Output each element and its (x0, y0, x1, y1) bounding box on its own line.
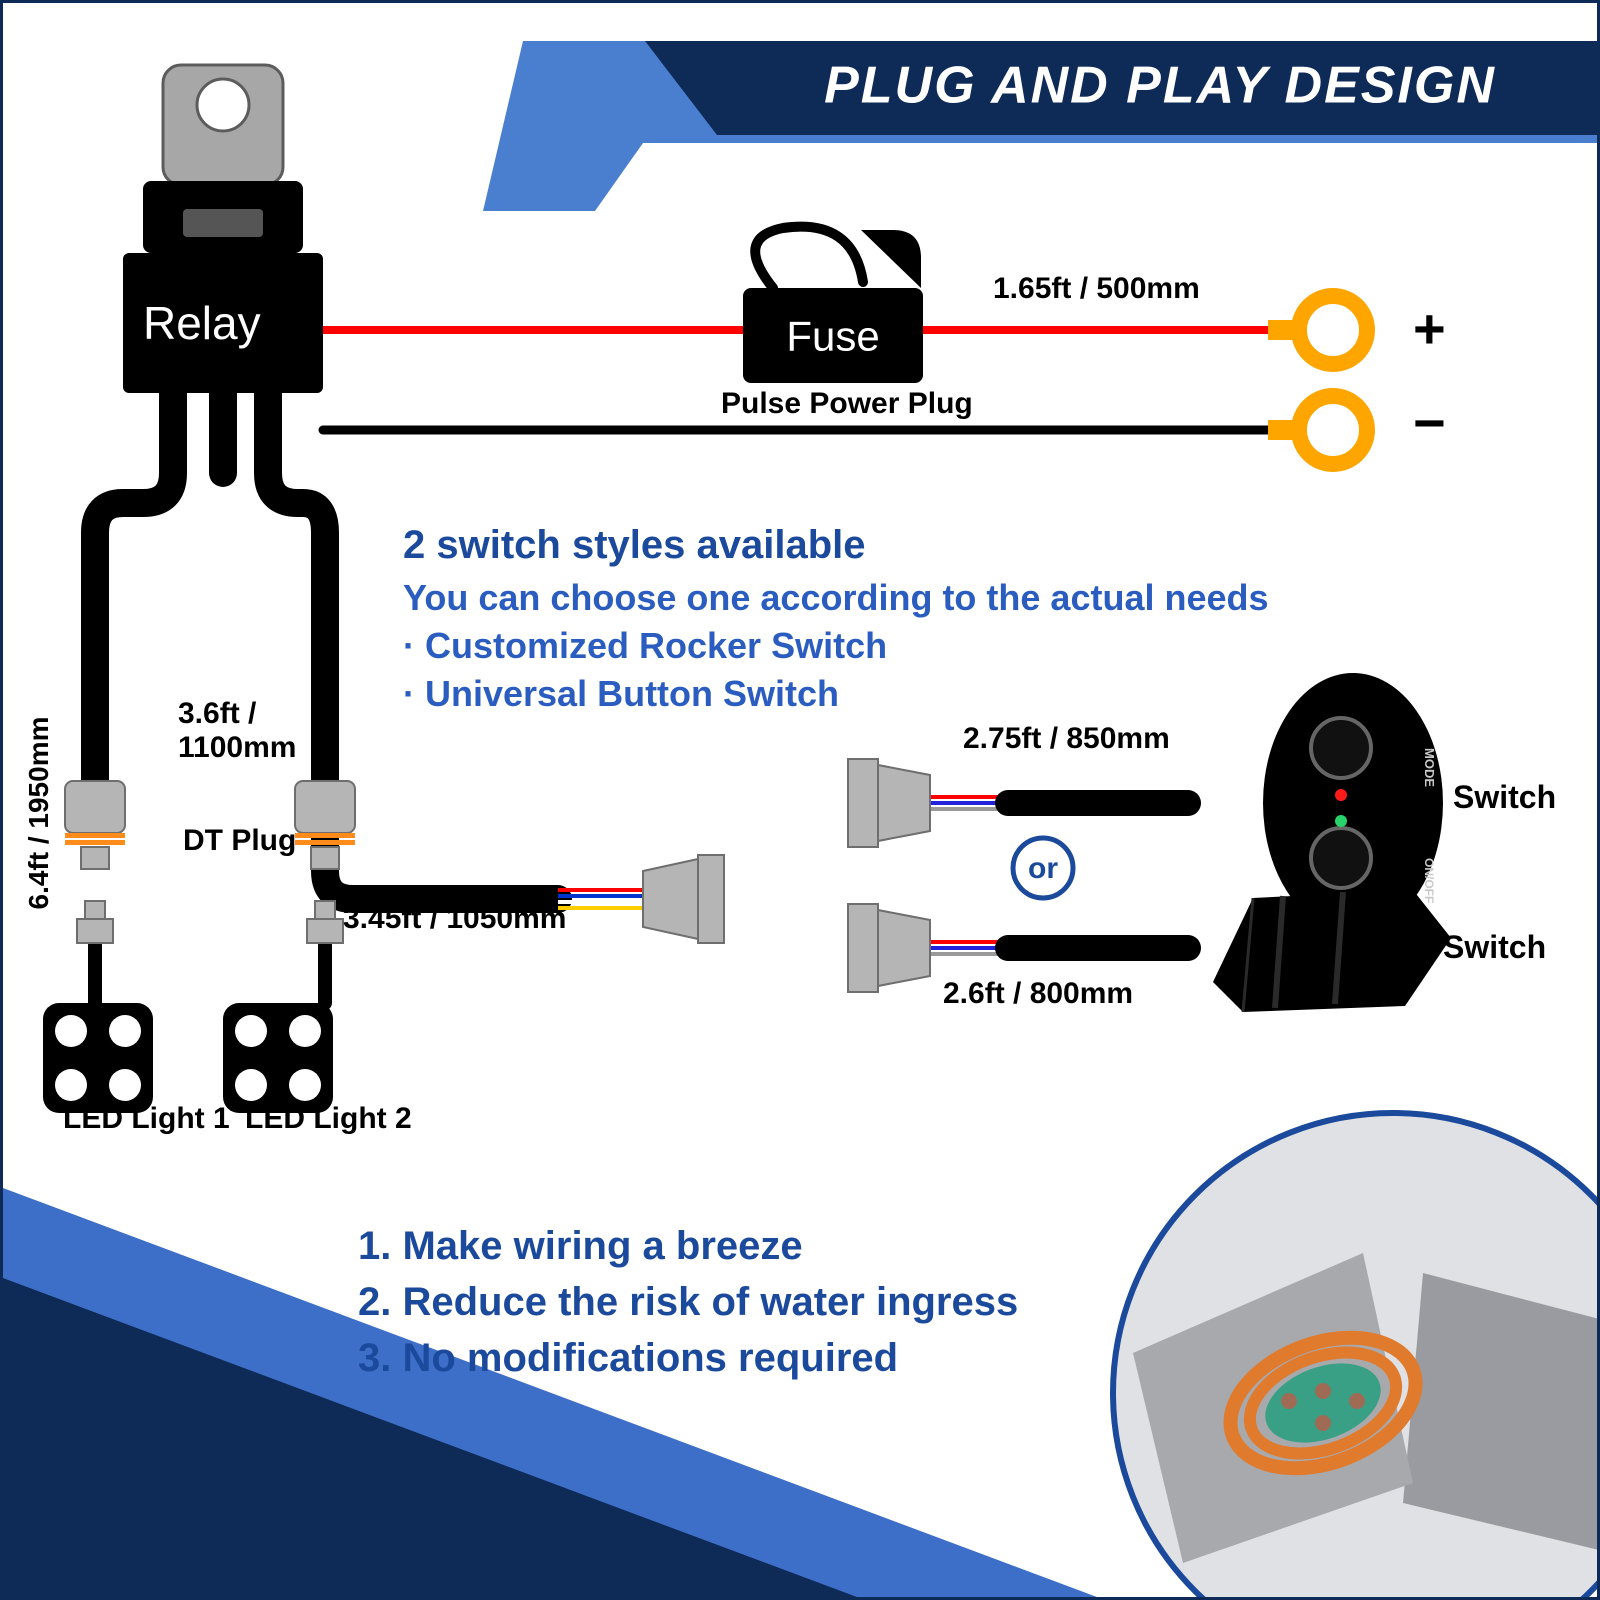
benefits-block: 1. Make wiring a breeze 2. Reduce the ri… (358, 1218, 1018, 1386)
svg-text:3.6ft /: 3.6ft / (178, 697, 257, 730)
switch-styles-line: · Universal Button Switch (403, 670, 1269, 718)
benefit-line: 3. No modifications required (358, 1330, 1018, 1386)
svg-text:6.4ft / 1950mm: 6.4ft / 1950mm (23, 717, 54, 910)
svg-text:LED Light 1: LED Light 1 (63, 1102, 230, 1135)
svg-text:Fuse: Fuse (786, 313, 879, 360)
switch-styles-line: You can choose one according to the actu… (403, 574, 1269, 622)
switch-styles-line: · Customized Rocker Switch (403, 622, 1269, 670)
svg-text:LED Light 2: LED Light 2 (245, 1102, 412, 1135)
svg-text:DT Plug: DT Plug (183, 824, 296, 857)
svg-text:1100mm: 1100mm (178, 731, 296, 764)
switch-styles-block: 2 switch styles available You can choose… (403, 523, 1269, 718)
svg-text:ON/OFF: ON/OFF (1422, 858, 1436, 903)
switch-styles-heading: 2 switch styles available (403, 523, 1269, 568)
svg-text:1.65ft / 500mm: 1.65ft / 500mm (993, 272, 1200, 305)
svg-text:Switch: Switch (1453, 779, 1556, 815)
svg-text:+: + (1413, 297, 1446, 360)
benefit-line: 1. Make wiring a breeze (358, 1218, 1018, 1274)
svg-text:Relay: Relay (143, 297, 261, 349)
svg-text:Pulse Power Plug: Pulse Power Plug (721, 387, 973, 420)
benefit-line: 2. Reduce the risk of water ingress (358, 1274, 1018, 1330)
svg-text:or: or (1028, 852, 1058, 885)
svg-text:Switch: Switch (1443, 929, 1546, 965)
svg-text:3.45ft / 1050mm: 3.45ft / 1050mm (343, 902, 566, 935)
svg-text:MODE: MODE (1422, 748, 1437, 787)
svg-text:2.75ft / 850mm: 2.75ft / 850mm (963, 722, 1170, 755)
svg-text:2.6ft / 800mm: 2.6ft / 800mm (943, 977, 1133, 1010)
svg-text:−: − (1413, 391, 1446, 454)
